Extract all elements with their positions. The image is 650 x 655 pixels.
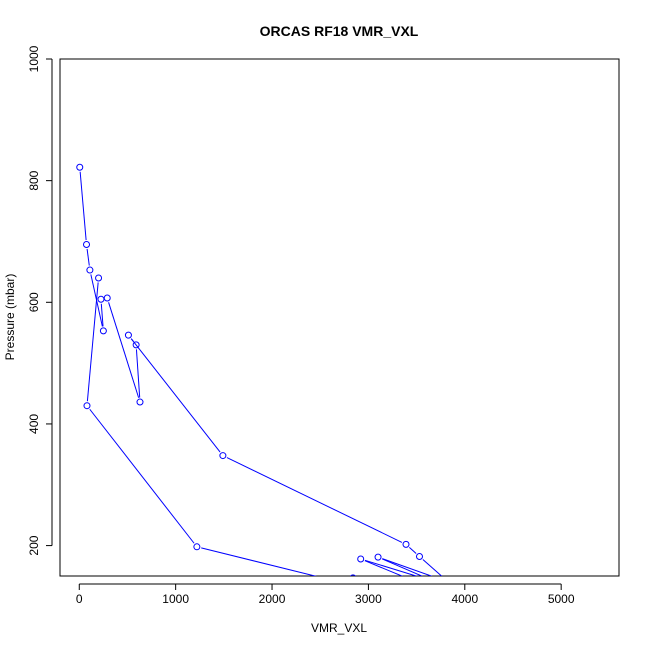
data-point (132, 341, 140, 349)
x-axis: 0 1000 2000 3000 4000 5000 (76, 583, 575, 606)
x-tick-label: 3000 (355, 592, 382, 606)
plot-area-frame (59, 58, 620, 577)
data-point (83, 241, 91, 249)
series-line-segment (100, 303, 104, 327)
series-line-segment (108, 302, 140, 398)
x-tick-label: 0 (76, 592, 83, 606)
series-line-segment (226, 457, 403, 543)
data-point (193, 543, 201, 551)
y-tick-label: 1000 (27, 45, 41, 72)
series-line-segment (364, 560, 404, 576)
y-tick-label: 600 (27, 292, 41, 312)
series-line-segment (135, 349, 141, 398)
y-tick-label: 400 (27, 414, 41, 434)
series-line-segment (344, 579, 349, 581)
data-point (95, 274, 103, 282)
data-point (415, 553, 423, 561)
y-axis: 200 400 600 800 1000 (27, 45, 53, 556)
chart-title: ORCAS RF18 VMR_VXL (260, 23, 419, 39)
data-point (103, 294, 111, 302)
series-line-segment (86, 282, 99, 402)
series-line-segment (381, 558, 424, 576)
data-point (76, 163, 84, 171)
series-line-segment (201, 547, 317, 576)
series-line-segment (382, 558, 433, 576)
data-point (83, 402, 91, 410)
series-line-segment (422, 559, 443, 576)
series-line-segment (357, 578, 412, 582)
series-line-segment (364, 559, 418, 576)
data-point (357, 555, 365, 563)
x-tick-label: 5000 (548, 592, 575, 606)
y-tick-label: 200 (27, 535, 41, 555)
y-tick-label: 800 (27, 170, 41, 190)
series-line-segment (89, 408, 195, 544)
x-tick-label: 2000 (259, 592, 286, 606)
data-point (86, 266, 94, 274)
x-tick-label: 4000 (451, 592, 478, 606)
x-tick-label: 1000 (162, 592, 189, 606)
series-layer (76, 163, 443, 582)
data-point (350, 574, 356, 576)
y-axis-label: Pressure (mbar) (3, 274, 17, 361)
series-line-segment (130, 338, 221, 453)
series-line-segment (409, 547, 417, 554)
x-axis-label: VMR_VXL (311, 621, 367, 635)
data-point (219, 452, 227, 460)
data-point (97, 295, 105, 303)
data-point (136, 398, 144, 406)
data-point (124, 331, 132, 339)
data-point (402, 540, 410, 548)
data-point (99, 327, 107, 335)
series-line-segment (86, 248, 90, 266)
series-line-segment (79, 171, 87, 241)
data-point (374, 553, 382, 561)
